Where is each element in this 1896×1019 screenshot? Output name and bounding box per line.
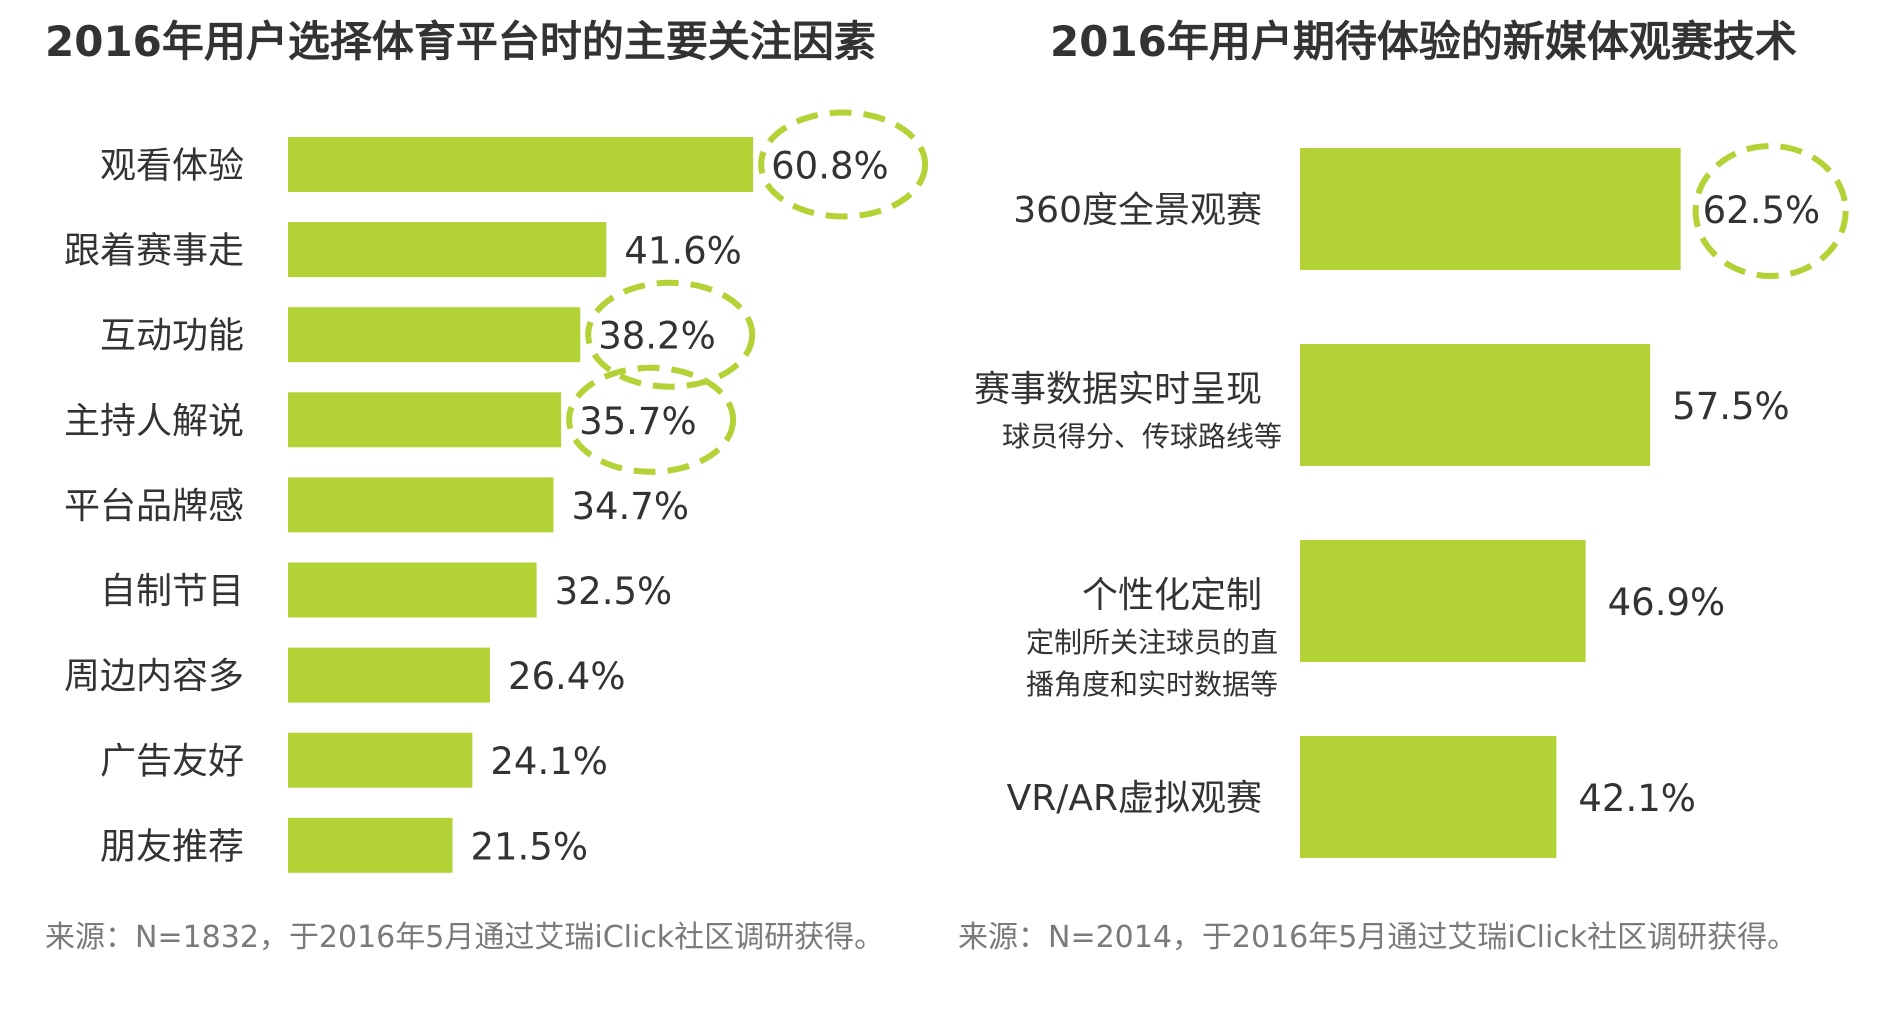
left-value-label: 41.6%	[624, 230, 742, 273]
right-bar	[1300, 148, 1681, 270]
left-bar	[288, 732, 473, 788]
right-category-note: 定制所关注球员的直	[1026, 626, 1278, 659]
right-bar	[1300, 344, 1651, 466]
left-value-label: 35.7%	[579, 400, 697, 443]
left-bar	[288, 817, 453, 873]
left-highlight-ring	[566, 364, 737, 475]
right-source-note: 来源：N=2014，于2016年5月通过艾瑞iClick社区调研获得。	[958, 920, 1798, 955]
right-category-label: VR/AR虚拟观赛	[1007, 778, 1262, 819]
left-category-label: 平台品牌感	[64, 486, 244, 527]
right-bar	[1300, 736, 1557, 858]
right-value-label: 42.1%	[1578, 777, 1696, 820]
left-value-label: 24.1%	[490, 740, 608, 783]
left-highlight-ring	[585, 279, 756, 390]
right-category-label: 个性化定制	[1082, 575, 1262, 616]
left-value-label: 38.2%	[598, 315, 716, 358]
left-source-note: 来源：N=1832，于2016年5月通过艾瑞iClick社区调研获得。	[45, 920, 885, 955]
right-category-label: 360度全景观赛	[1013, 190, 1262, 231]
left-value-label: 34.7%	[571, 485, 689, 528]
left-category-label: 跟着赛事走	[64, 231, 244, 272]
left-value-label: 60.8%	[771, 145, 889, 188]
left-value-label: 32.5%	[555, 570, 673, 613]
right-value-label: 57.5%	[1672, 385, 1790, 428]
right-value-label: 46.9%	[1608, 581, 1726, 624]
left-value-label: 26.4%	[508, 655, 626, 698]
left-category-label: 观看体验	[100, 146, 244, 187]
right-chart-title: 2016年用户期待体验的新媒体观赛技术	[1050, 17, 1797, 66]
right-category-note: 球员得分、传球路线等	[1002, 420, 1282, 453]
left-bar	[288, 562, 537, 618]
left-chart-title: 2016年用户选择体育平台时的主要关注因素	[45, 17, 876, 66]
left-bar	[288, 307, 581, 363]
left-bar	[288, 392, 562, 448]
left-highlight-ring	[758, 109, 929, 220]
left-bar	[288, 477, 554, 533]
left-bar	[288, 137, 754, 192]
left-bar	[288, 222, 607, 278]
left-category-label: 广告友好	[100, 741, 244, 782]
right-category-note: 播角度和实时数据等	[1026, 668, 1278, 701]
left-bar	[288, 647, 490, 703]
left-category-label: 朋友推荐	[100, 826, 244, 867]
left-category-label: 互动功能	[100, 316, 244, 357]
right-value-label: 62.5%	[1703, 189, 1821, 232]
right-bar	[1300, 540, 1586, 662]
left-category-label: 主持人解说	[64, 401, 244, 442]
left-category-label: 自制节目	[100, 571, 244, 612]
right-category-label: 赛事数据实时呈现	[974, 369, 1262, 410]
left-value-label: 21.5%	[470, 825, 588, 868]
left-category-label: 周边内容多	[64, 656, 244, 697]
right-highlight-ring	[1692, 143, 1849, 279]
